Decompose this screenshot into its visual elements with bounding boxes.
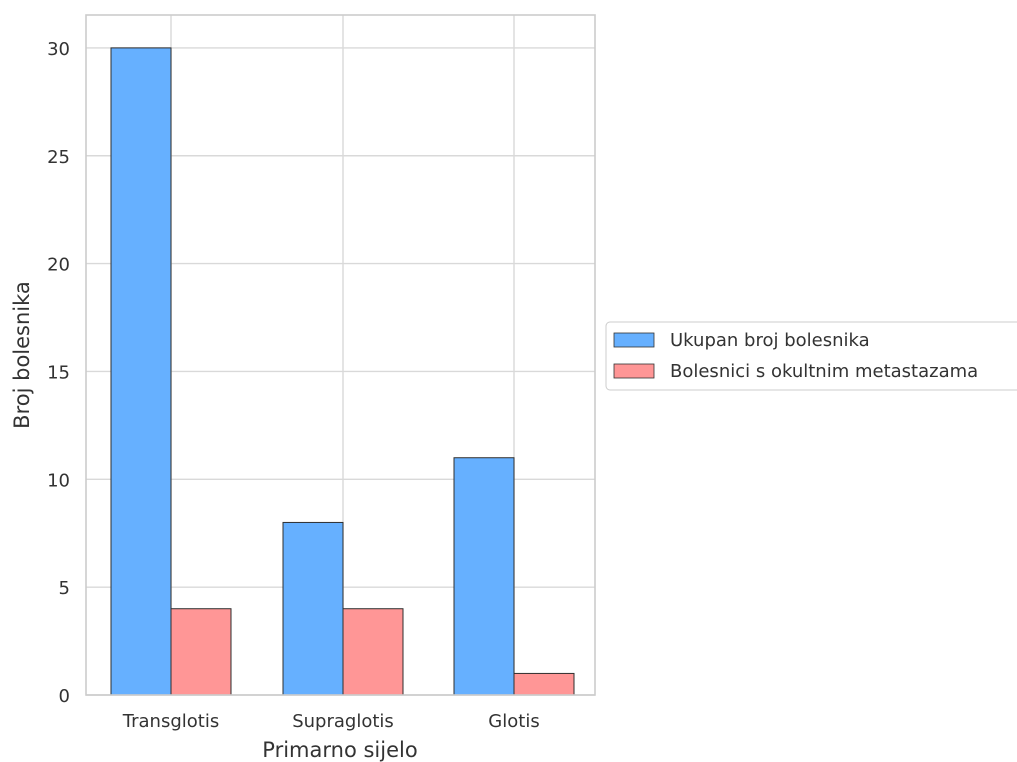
legend-label-total: Ukupan broj bolesnika [670,330,870,351]
plot-frame [85,14,596,696]
legend: Ukupan broj bolesnika Bolesnici s okultn… [605,321,1017,391]
y-tick-label: 25 [47,147,70,168]
y-tick-label: 10 [47,470,70,491]
bar-total-glotis [453,457,515,696]
y-tick-label: 5 [59,578,70,599]
y-tick-label: 15 [47,362,70,383]
y-axis-label: Broj bolesnika [10,281,34,429]
x-tick-label: Glotis [488,711,539,732]
y-tick-label: 0 [59,686,70,707]
legend-box [605,321,1017,391]
legend-label-occult: Bolesnici s okultnim metastazama [670,361,978,382]
bar-total-transglotis [110,47,172,696]
bar-occult-glotis [513,672,575,696]
y-tick-labels: 0 5 10 15 20 25 30 [47,39,70,707]
x-axis-label: Primarno sijelo [262,738,417,762]
bar-occult-supraglotis [342,608,404,696]
x-tick-labels: Transglotis Supraglotis Glotis [122,711,540,732]
y-tick-label: 20 [47,255,70,276]
legend-swatch-occult [613,363,655,379]
x-tick-label: Transglotis [122,711,219,732]
y-tick-label: 30 [47,39,70,60]
bar-occult-transglotis [170,608,232,696]
bar-total-supraglotis [282,521,344,696]
x-tick-label: Supraglotis [292,711,394,732]
legend-swatch-total [613,332,655,348]
